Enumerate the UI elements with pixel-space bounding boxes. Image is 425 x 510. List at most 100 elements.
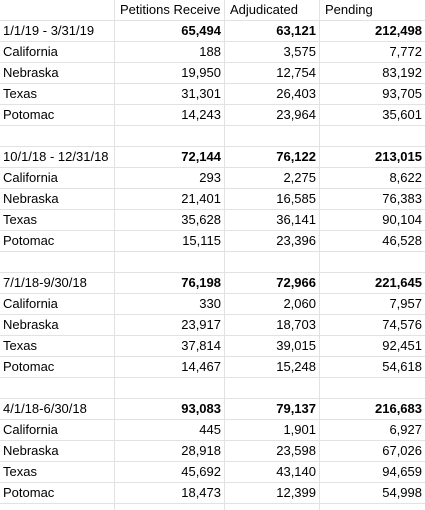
petitions-received-cell[interactable]: 188 [114, 42, 224, 62]
empty-cell[interactable] [0, 378, 114, 398]
empty-cell[interactable] [0, 126, 114, 146]
adjudicated-cell[interactable]: 36,141 [224, 210, 319, 230]
total-petitions-received-cell[interactable]: 93,083 [114, 399, 224, 419]
petitions-received-cell[interactable]: 37,814 [114, 336, 224, 356]
total-petitions-received-cell[interactable]: 72,144 [114, 147, 224, 167]
adjudicated-cell[interactable]: 23,396 [224, 231, 319, 251]
petitions-received-cell[interactable]: 35,628 [114, 210, 224, 230]
service-center-name-cell[interactable]: Nebraska [3, 443, 59, 458]
service-center-name-cell[interactable]: Potomac [3, 485, 55, 500]
total-pending-cell[interactable]: 216,683 [319, 399, 425, 419]
service-center-name-cell[interactable]: California [3, 422, 58, 437]
service-center-name-cell[interactable]: Texas [3, 464, 37, 479]
header-cell-adjudicated[interactable]: Adjudicated [230, 2, 298, 17]
total-adjudicated-cell[interactable]: 72,966 [224, 273, 319, 293]
adjudicated-cell[interactable]: 12,399 [224, 483, 319, 503]
adjudicated-cell[interactable]: 23,598 [224, 441, 319, 461]
service-center-name-cell[interactable]: Texas [3, 212, 37, 227]
empty-cell[interactable] [114, 378, 224, 398]
header-cell-label[interactable] [0, 0, 114, 20]
total-petitions-received-cell[interactable]: 65,494 [114, 21, 224, 41]
petitions-received-cell[interactable]: 28,918 [114, 441, 224, 461]
pending-cell[interactable]: 94,659 [319, 462, 425, 482]
adjudicated-cell[interactable]: 18,703 [224, 315, 319, 335]
petitions-received-cell[interactable]: 21,401 [114, 189, 224, 209]
adjudicated-cell[interactable]: 15,248 [224, 357, 319, 377]
petitions-received-cell[interactable]: 31,301 [114, 84, 224, 104]
service-center-name-cell[interactable]: California [3, 296, 58, 311]
empty-cell[interactable] [0, 252, 114, 272]
period-label-cell[interactable]: 1/1/19 - 3/31/19 [3, 23, 95, 38]
pending-cell[interactable]: 7,957 [319, 294, 425, 314]
pending-cell[interactable]: 6,927 [319, 420, 425, 440]
petitions-received-cell[interactable]: 15,115 [114, 231, 224, 251]
service-center-name-cell[interactable]: Potomac [3, 233, 55, 248]
service-center-name-cell[interactable]: California [3, 170, 58, 185]
table-row: Potomac 15,115 23,396 46,528 [0, 231, 425, 252]
service-center-name-cell[interactable]: Potomac [3, 359, 55, 374]
pending-cell[interactable]: 35,601 [319, 105, 425, 125]
petitions-received-cell[interactable]: 14,243 [114, 105, 224, 125]
period-label-cell[interactable]: 7/1/18-9/30/18 [3, 275, 87, 290]
empty-cell[interactable] [319, 252, 425, 272]
petitions-received-cell[interactable]: 19,950 [114, 63, 224, 83]
service-center-name-cell[interactable]: California [3, 44, 58, 59]
total-adjudicated-cell[interactable]: 63,121 [224, 21, 319, 41]
adjudicated-cell[interactable]: 26,403 [224, 84, 319, 104]
empty-cell[interactable] [319, 126, 425, 146]
table-row: California 188 3,575 7,772 [0, 42, 425, 63]
service-center-name-cell[interactable]: Texas [3, 338, 37, 353]
petitions-received-cell[interactable]: 14,467 [114, 357, 224, 377]
adjudicated-cell[interactable]: 39,015 [224, 336, 319, 356]
pending-cell[interactable]: 46,528 [319, 231, 425, 251]
empty-cell[interactable] [114, 126, 224, 146]
adjudicated-cell[interactable]: 16,585 [224, 189, 319, 209]
empty-cell[interactable] [319, 378, 425, 398]
petitions-received-cell[interactable]: 45,692 [114, 462, 224, 482]
pending-cell[interactable]: 83,192 [319, 63, 425, 83]
pending-cell[interactable]: 54,618 [319, 357, 425, 377]
header-cell-petitions-received[interactable]: Petitions Receive [120, 2, 221, 17]
service-center-name-cell[interactable]: Nebraska [3, 65, 59, 80]
total-pending-cell[interactable]: 221,645 [319, 273, 425, 293]
adjudicated-cell[interactable]: 2,275 [224, 168, 319, 188]
pending-cell[interactable]: 76,383 [319, 189, 425, 209]
total-adjudicated-cell[interactable]: 79,137 [224, 399, 319, 419]
pending-cell[interactable]: 54,998 [319, 483, 425, 503]
pending-cell[interactable]: 8,622 [319, 168, 425, 188]
period-label-cell[interactable]: 4/1/18-6/30/18 [3, 401, 87, 416]
total-pending-cell[interactable]: 212,498 [319, 21, 425, 41]
petitions-received-cell[interactable]: 445 [114, 420, 224, 440]
petitions-received-cell[interactable]: 293 [114, 168, 224, 188]
adjudicated-cell[interactable]: 12,754 [224, 63, 319, 83]
empty-cell[interactable] [224, 252, 319, 272]
service-center-name-cell[interactable]: Texas [3, 86, 37, 101]
adjudicated-cell[interactable]: 3,575 [224, 42, 319, 62]
adjudicated-cell[interactable]: 23,964 [224, 105, 319, 125]
empty-cell[interactable] [224, 378, 319, 398]
total-adjudicated-cell[interactable]: 76,122 [224, 147, 319, 167]
pending-cell[interactable]: 74,576 [319, 315, 425, 335]
petitions-received-cell[interactable]: 18,473 [114, 483, 224, 503]
header-cell-pending[interactable]: Pending [325, 2, 373, 17]
pending-cell[interactable]: 93,705 [319, 84, 425, 104]
adjudicated-cell[interactable]: 43,140 [224, 462, 319, 482]
pending-cell[interactable]: 90,104 [319, 210, 425, 230]
table-row: Texas 37,814 39,015 92,451 [0, 336, 425, 357]
adjudicated-cell[interactable]: 2,060 [224, 294, 319, 314]
empty-cell[interactable] [114, 252, 224, 272]
total-petitions-received-cell[interactable]: 76,198 [114, 273, 224, 293]
service-center-name-cell[interactable]: Nebraska [3, 317, 59, 332]
service-center-name-cell[interactable]: Nebraska [3, 191, 59, 206]
pending-cell[interactable]: 92,451 [319, 336, 425, 356]
pending-cell[interactable]: 7,772 [319, 42, 425, 62]
header-row: Petitions Receive Adjudicated Pending [0, 0, 425, 21]
petitions-received-cell[interactable]: 330 [114, 294, 224, 314]
service-center-name-cell[interactable]: Potomac [3, 107, 55, 122]
pending-cell[interactable]: 67,026 [319, 441, 425, 461]
total-pending-cell[interactable]: 213,015 [319, 147, 425, 167]
empty-cell[interactable] [224, 126, 319, 146]
period-label-cell[interactable]: 10/1/18 - 12/31/18 [3, 149, 109, 164]
adjudicated-cell[interactable]: 1,901 [224, 420, 319, 440]
petitions-received-cell[interactable]: 23,917 [114, 315, 224, 335]
